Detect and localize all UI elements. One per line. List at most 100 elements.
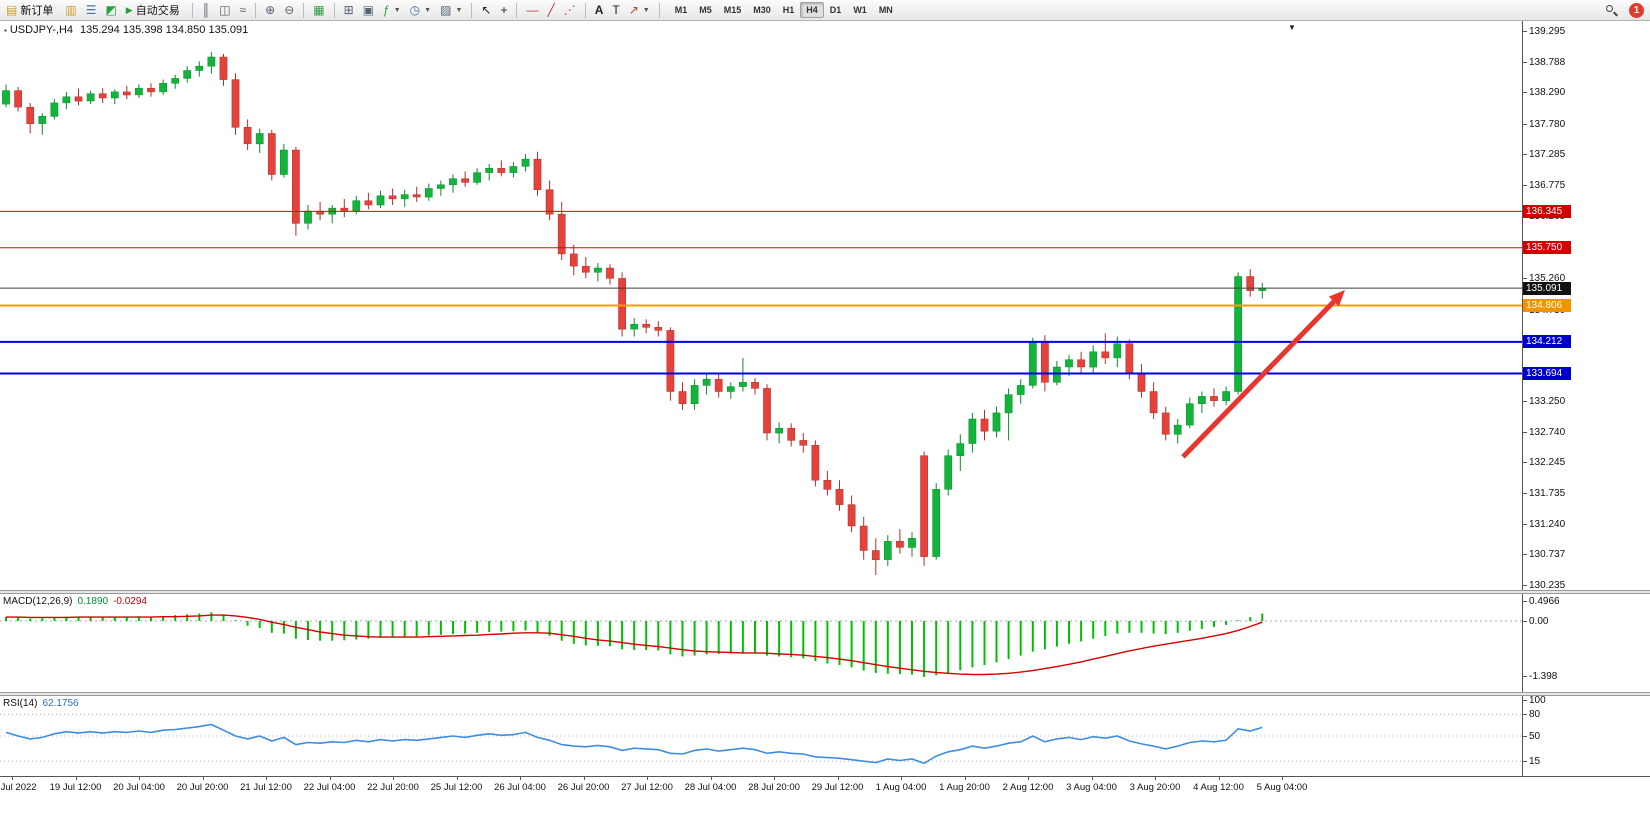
rsi-panel[interactable]: RSI(14) 62.1756 (0, 696, 1522, 776)
autotrading-icon: ▶ (125, 4, 133, 15)
timeframe-button-m30[interactable]: M30 (753, 5, 771, 15)
chevron-down-icon: ▼ (455, 6, 463, 14)
shapes-button[interactable]: ↗ ▼ (625, 1, 654, 20)
toolbar: ▤ 新订单 ▥ ☰ ◩ ▶ 自动交易 ║ ◫ ≈ ⊕ ⊖ ▦ ⊞ ▣ ƒ ▼ ◷ ▼… (0, 0, 1650, 21)
chevron-down-icon: ▼ (642, 6, 650, 14)
crosshair-button[interactable]: + (496, 1, 511, 20)
indicators-button[interactable]: ƒ ▼ (379, 1, 405, 20)
date-label: 26 Jul 04:00 (494, 782, 546, 793)
tile-windows-icon: ⊞ (343, 3, 354, 17)
grid-button[interactable]: ▦ (309, 1, 328, 20)
chart-symbol-icon: ▪ (4, 26, 7, 35)
timeframe-button-w1[interactable]: W1 (853, 5, 867, 15)
zoom-out-button[interactable]: ⊖ (280, 1, 298, 20)
price-tag: 136.345 (1523, 204, 1571, 218)
ohlc-values: 135.294 135.398 134.850 135.091 (80, 24, 249, 36)
axis-tick (1523, 700, 1527, 702)
axis-tick (1523, 554, 1527, 556)
periods-button[interactable]: ◷ ▼ (406, 1, 435, 20)
price-tick-label: 137.285 (1529, 148, 1566, 160)
cascade-windows-button[interactable]: ▣ (359, 1, 378, 20)
notification-badge[interactable]: 1 (1629, 2, 1644, 18)
search-icon (1605, 4, 1618, 17)
axis-tick (1155, 777, 1156, 780)
price-tick-label: 130.235 (1529, 580, 1566, 592)
price-axis[interactable]: 139.295 138.788 138.290 137.780 137.285 136.7… (1522, 21, 1650, 776)
macd-panel[interactable]: MACD(12,26,9) 0.1890 -0.0294 (0, 594, 1522, 692)
date-label: 18 Jul 2022 (0, 782, 37, 793)
fibonacci-button[interactable]: ⋰ (560, 1, 580, 20)
new-order-icon: ▤ (6, 3, 18, 17)
timeframe-button-m1[interactable]: M1 (674, 5, 688, 15)
rsi-tick-label: 15 (1529, 756, 1541, 768)
tile-windows-button[interactable]: ⊞ (340, 1, 358, 20)
axis-tick (1523, 31, 1527, 33)
axis-tick (774, 777, 775, 780)
axis-tick (1523, 92, 1527, 94)
terminal-button[interactable]: ◩ (101, 1, 120, 20)
axis-tick (647, 777, 648, 780)
axis-tick (1523, 400, 1527, 402)
candlestick-button[interactable]: ◫ (215, 1, 234, 20)
shapes-icon: ↗ (628, 3, 639, 17)
trendline-button[interactable]: ╱ (543, 1, 558, 20)
panel-resize-handle[interactable] (0, 590, 1650, 594)
symbol-name: USDJPY-,H4 (9, 24, 74, 36)
date-label: 20 Jul 04:00 (113, 782, 165, 793)
date-label: 26 Jul 20:00 (557, 782, 610, 793)
price-tick-label: 139.295 (1529, 26, 1566, 38)
navigator-icon: ☰ (85, 3, 97, 17)
cursor-button[interactable]: ↖ (477, 1, 495, 20)
timeframe-button-m5[interactable]: M5 (699, 5, 712, 15)
toolbar-separator (333, 2, 335, 18)
axis-tick (1523, 493, 1527, 495)
axis-tick (12, 777, 13, 780)
bar-chart-button[interactable]: ║ (198, 1, 215, 20)
macd-canvas[interactable] (0, 594, 1522, 692)
price-tick-label: 131.240 (1529, 518, 1566, 530)
new-order-label: 新订单 (20, 5, 54, 17)
label-tool-button[interactable]: T (608, 1, 623, 20)
date-label: 22 Jul 20:00 (367, 782, 419, 793)
rsi-name: RSI(14) (3, 698, 38, 709)
macd-name: MACD(12,26,9) (3, 596, 73, 607)
axis-tick (1523, 601, 1527, 603)
date-label: 20 Jul 20:00 (176, 782, 229, 793)
panel-resize-handle[interactable] (0, 692, 1650, 696)
market-watch-button[interactable]: ▥ (61, 1, 80, 20)
date-label: 29 Jul 12:00 (811, 782, 864, 793)
date-label: 28 Jul 20:00 (748, 782, 800, 793)
timeframe-button-m15[interactable]: M15 (723, 5, 742, 15)
date-label: 3 Aug 04:00 (1066, 782, 1117, 793)
rsi-canvas[interactable] (0, 696, 1522, 776)
chart-shift-marker[interactable]: ▼ (1288, 23, 1296, 32)
timeframe-button-d1[interactable]: D1 (829, 5, 842, 15)
date-label: 5 Aug 04:00 (1256, 782, 1308, 793)
horizontal-line-icon: — (526, 3, 539, 17)
new-order-button[interactable]: ▤ 新订单 (2, 1, 60, 20)
timeframe-button-h1[interactable]: H1 (782, 5, 795, 15)
horizontal-line-button[interactable]: — (522, 1, 542, 20)
toolbar-separator (303, 2, 305, 18)
periods-icon: ◷ (409, 3, 421, 17)
axis-tick (1523, 675, 1527, 677)
toolbar-separator (584, 2, 586, 18)
rsi-tick-label: 50 (1529, 731, 1541, 742)
autotrading-button[interactable]: ▶ 自动交易 (122, 1, 187, 20)
search-button[interactable] (1601, 1, 1622, 20)
line-chart-button[interactable]: ≈ (236, 1, 251, 20)
axis-tick (456, 777, 458, 780)
zoom-in-button[interactable]: ⊕ (261, 1, 279, 20)
timeframe-button-mn[interactable]: MN (878, 5, 893, 15)
text-tool-button[interactable]: A (591, 1, 608, 20)
date-label: 25 Jul 12:00 (430, 782, 483, 793)
axis-tick (329, 777, 331, 780)
time-axis[interactable]: 18 Jul 2022 19 Jul 12:00 20 Jul 04:00 20 Ju… (0, 776, 1650, 798)
main-chart-canvas[interactable] (0, 21, 1522, 590)
main-chart[interactable]: ▪ USDJPY-,H4 135.294 135.398 134.850 135.0… (0, 21, 1522, 590)
navigator-button[interactable]: ☰ (82, 1, 101, 20)
price-tag: 134.212 (1523, 335, 1571, 349)
price-tick-label: 138.788 (1529, 57, 1566, 69)
timeframe-button-h4[interactable]: H4 (800, 2, 824, 18)
templates-button[interactable]: ▨ ▼ (436, 1, 466, 20)
